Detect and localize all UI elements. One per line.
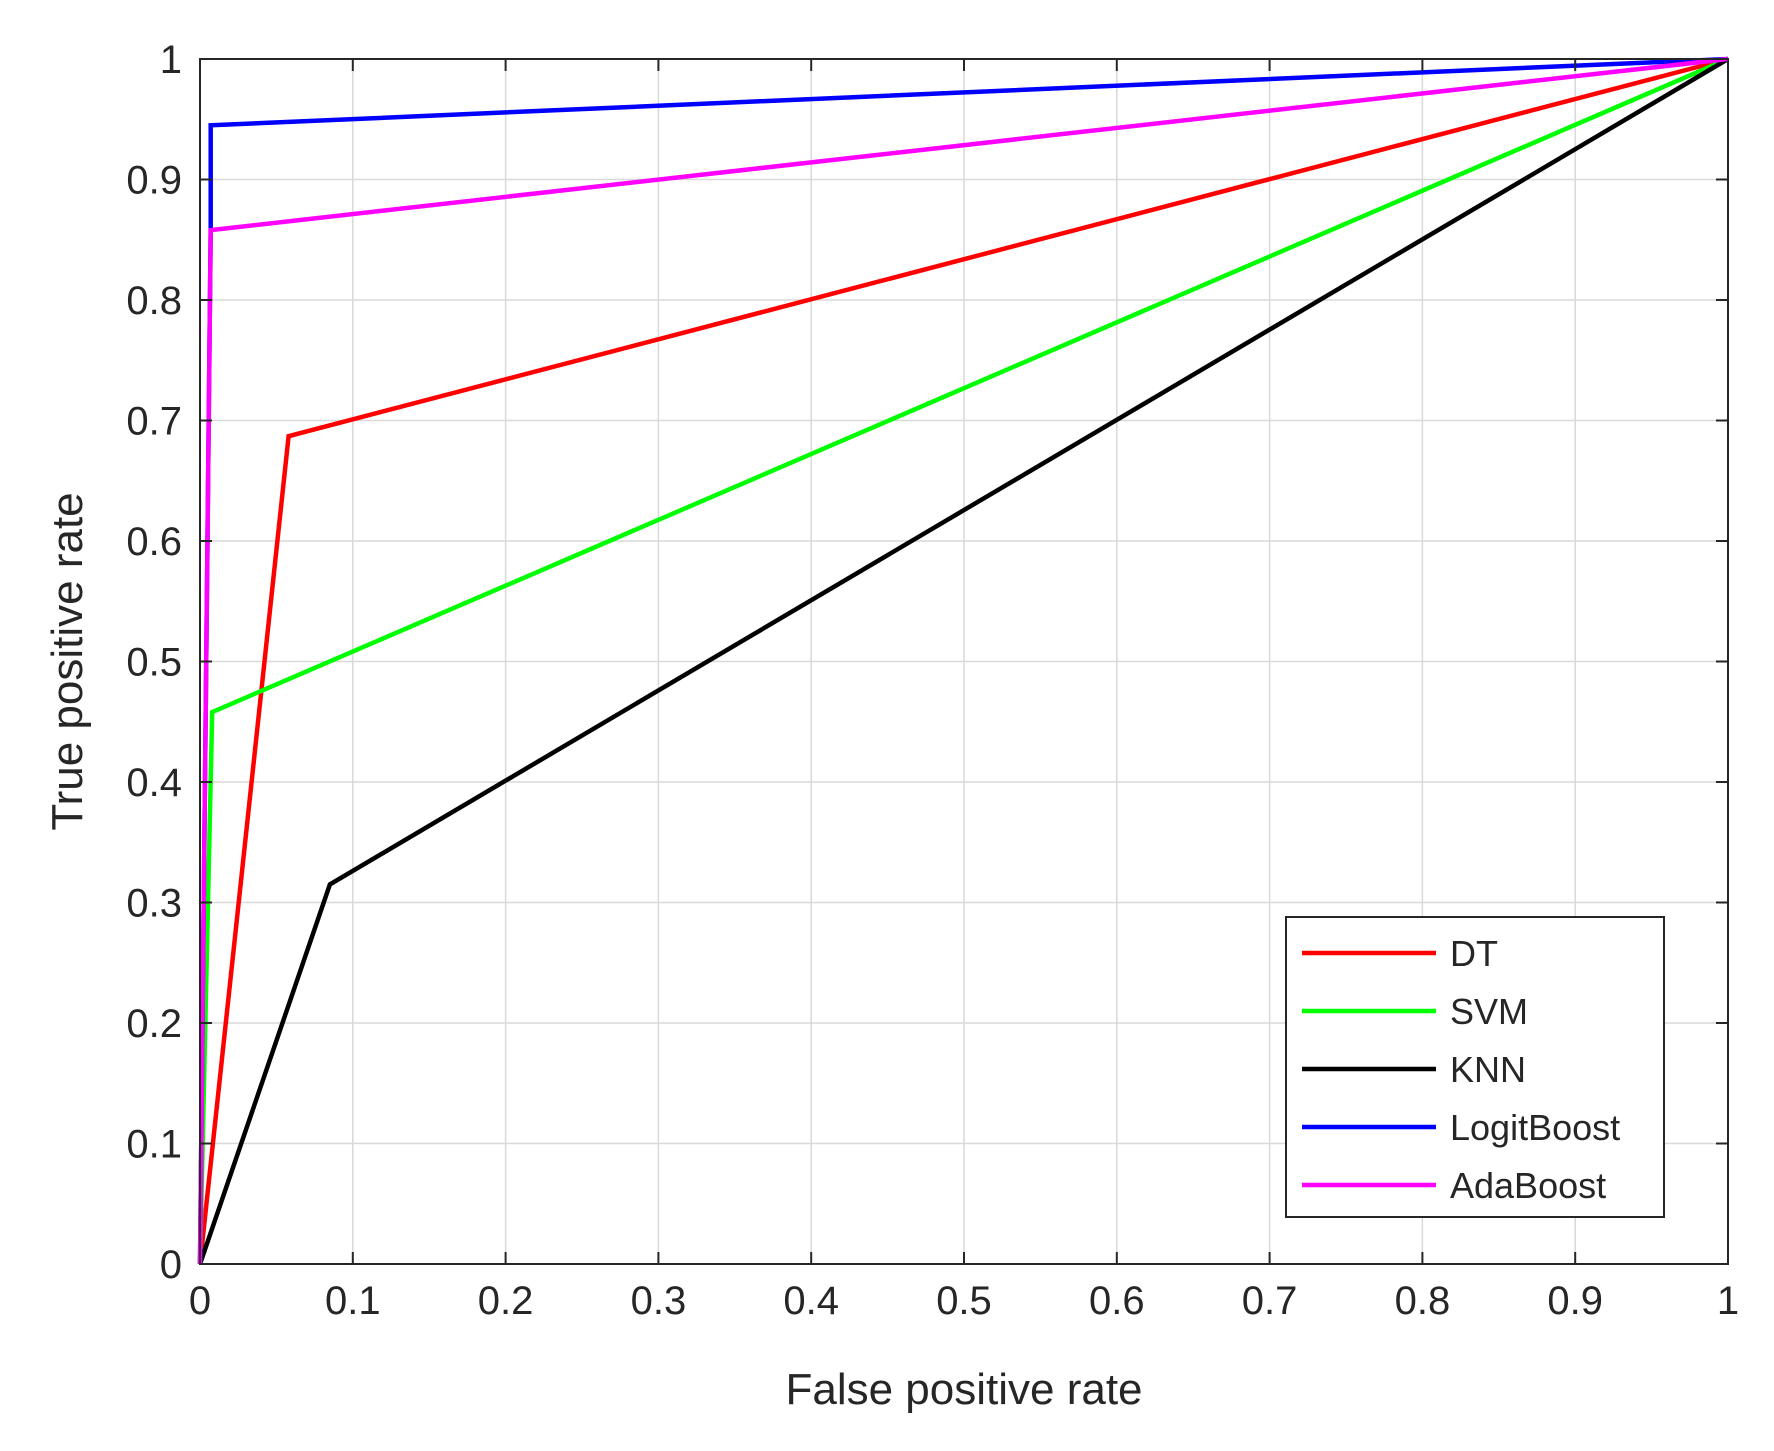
legend-label-svm: SVM: [1450, 991, 1528, 1032]
y-tick-label: 0.2: [126, 1002, 182, 1046]
series-lines: [197, 56, 1730, 1265]
legend-label-knn: KNN: [1450, 1049, 1526, 1090]
x-tick-label: 0.3: [631, 1279, 687, 1323]
x-tick-label: 0.8: [1395, 1279, 1451, 1323]
y-tick-label: 0.6: [126, 520, 182, 564]
x-tick-label: 0.9: [1547, 1279, 1603, 1323]
legend-label-adaboost: AdaBoost: [1450, 1165, 1606, 1206]
y-tick-label: 0.8: [126, 279, 182, 323]
y-tick-label: 1: [160, 38, 182, 82]
legend: DT SVM KNN LogitBoost AdaBoost: [1285, 916, 1665, 1218]
x-tick-label: 0: [189, 1279, 211, 1323]
legend-label-logitboost: LogitBoost: [1450, 1107, 1620, 1148]
y-axis-label: True positive rate: [43, 492, 92, 830]
x-tick-label: 0.6: [1089, 1279, 1145, 1323]
y-tick-label: 0.5: [126, 641, 182, 685]
legend-label-dt: DT: [1450, 933, 1498, 974]
y-tick-label: 0.4: [126, 761, 182, 805]
y-tick-label: 0: [160, 1243, 182, 1287]
y-tick-label: 0.9: [126, 159, 182, 203]
x-tick-label: 0.5: [936, 1279, 992, 1323]
series-line-adaboost: [197, 56, 1729, 1265]
x-tick-label: 0.7: [1242, 1279, 1298, 1323]
x-axis-label: False positive rate: [785, 1365, 1142, 1414]
y-tick-label: 0.7: [126, 400, 182, 444]
x-tick-label: 1: [1717, 1279, 1739, 1323]
x-tick-label: 0.4: [783, 1279, 839, 1323]
y-tick-label: 0.1: [126, 1123, 182, 1167]
grid: [200, 59, 1728, 1264]
x-tick-label: 0.1: [325, 1279, 381, 1323]
x-tick-label: 0.2: [478, 1279, 534, 1323]
axis-ticks: 0 0.1 0.2 0.3 0.4 0.5 0.6 0.7 0.8 0.9 1 0 0.1 0.2 0.3 0…: [126, 38, 1739, 1323]
y-tick-label: 0.3: [126, 882, 182, 926]
series-line-knn: [197, 57, 1730, 1265]
series-line-dt: [197, 56, 1729, 1265]
